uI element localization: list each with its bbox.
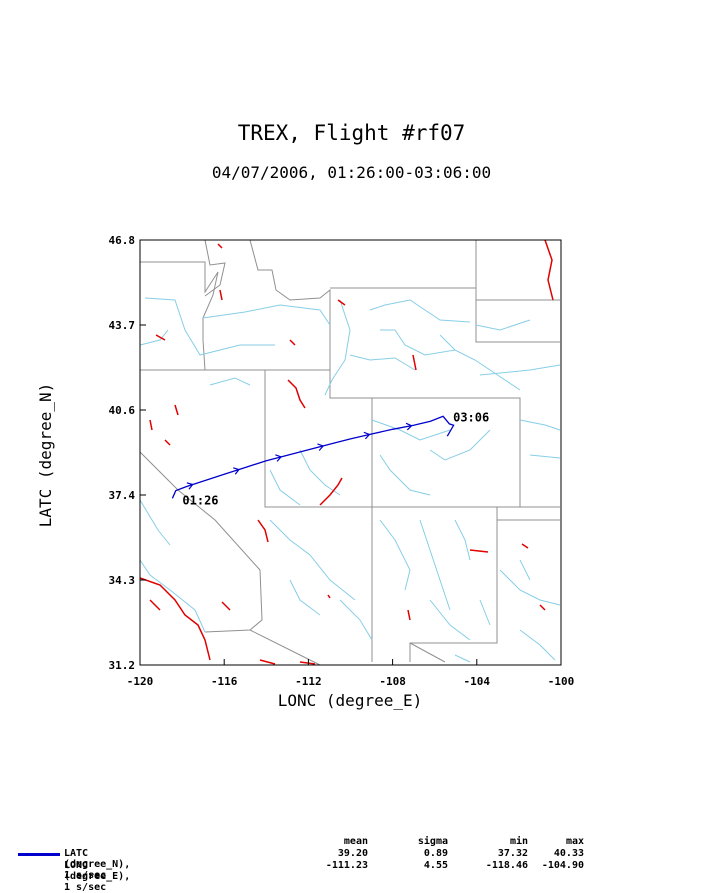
latc-min: 37.32 [497, 848, 528, 859]
y-tick-label: 34.3 [109, 574, 136, 587]
lonc-mean: -111.23 [325, 860, 368, 871]
track-end-label: 03:06 [453, 410, 489, 424]
track-start-label: 01:26 [182, 493, 218, 507]
legend-line-swatch [18, 853, 60, 856]
rivers [139, 297, 561, 663]
x-tick-label: -112 [295, 675, 322, 688]
lonc-max: -104.90 [541, 860, 584, 871]
legend-label-lonc: LONC (degree_E), 1 s/sec [64, 860, 131, 893]
x-tick-label: -100 [548, 675, 575, 688]
track-direction-arrow [186, 482, 194, 490]
latc-mean: 39.20 [337, 848, 368, 859]
track-direction-arrow [233, 467, 240, 475]
chart-subtitle: 04/07/2006, 01:26:00-03:06:00 [211, 163, 492, 182]
x-tick-label: -108 [379, 675, 406, 688]
state-borders [139, 239, 560, 666]
y-tick-label: 40.6 [109, 404, 136, 417]
track-line [171, 415, 455, 499]
flight-track [171, 415, 455, 499]
lakes [139, 239, 554, 665]
track-direction-arrow [317, 443, 325, 451]
x-tick-label: -104 [464, 675, 491, 688]
header-mean: mean [343, 836, 368, 847]
track-direction-arrow [275, 454, 283, 462]
chart-title: TREX, Flight #rf07 [237, 121, 466, 145]
header-max: max [565, 836, 584, 847]
y-tick-label: 31.2 [109, 659, 136, 672]
y-tick-label: 46.8 [109, 234, 136, 247]
x-tick-label: -120 [127, 675, 154, 688]
header-sigma: sigma [417, 836, 448, 847]
y-axis-label: LATC (degree_N) [36, 383, 55, 528]
latc-max: 40.33 [553, 848, 584, 859]
track-direction-arrow [405, 422, 413, 431]
lonc-sigma: 4.55 [423, 860, 448, 871]
lonc-min: -118.46 [485, 860, 528, 871]
track-direction-arrow [363, 431, 371, 440]
x-tick-label: -116 [211, 675, 238, 688]
x-axis-label: LONC (degree_E) [278, 691, 423, 710]
axis-ticks: -120 -116 -112 -108 -104 -100 31.2 34.3 37.4 40.6… [109, 234, 575, 688]
y-tick-label: 43.7 [109, 319, 136, 332]
latc-sigma: 0.89 [423, 848, 448, 859]
plot-frame [139, 239, 562, 666]
header-min: min [509, 836, 528, 847]
y-tick-label: 37.4 [109, 489, 136, 502]
legend-label-latc: LATC (degree_N), 1 s/sec [64, 848, 131, 881]
